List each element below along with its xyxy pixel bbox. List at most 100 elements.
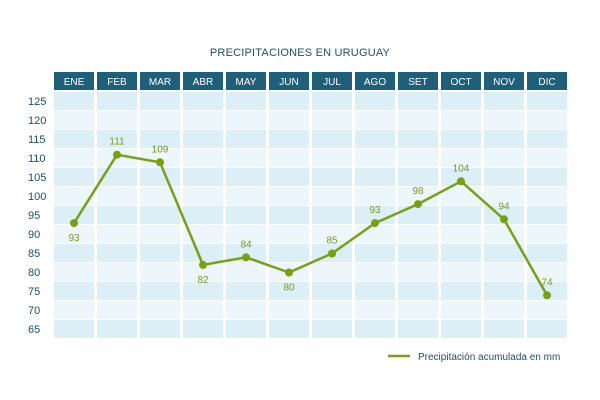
grid-cell xyxy=(226,187,266,205)
data-point xyxy=(156,158,164,167)
grid-cell xyxy=(183,130,223,148)
grid-cell xyxy=(484,168,524,186)
grid-cell xyxy=(226,92,266,110)
grid-cell xyxy=(355,149,395,167)
grid-cell xyxy=(183,244,223,262)
grid-cell xyxy=(355,320,395,338)
month-header-cell xyxy=(527,72,567,90)
grid-cell xyxy=(183,206,223,224)
grid-cell xyxy=(355,244,395,262)
data-label: 74 xyxy=(541,277,553,288)
grid-cell xyxy=(269,187,309,205)
grid-cell xyxy=(355,92,395,110)
grid-cell xyxy=(398,187,438,205)
grid-cell xyxy=(54,225,94,243)
grid-cell xyxy=(398,225,438,243)
grid-cell xyxy=(527,149,567,167)
grid-cell xyxy=(355,111,395,129)
y-axis-ticks: 125 120 115 110 105 100 95 90 85 80 75 70 65 xyxy=(28,96,46,336)
grid-cell xyxy=(97,225,137,243)
grid-cell xyxy=(312,282,352,300)
data-label: 98 xyxy=(412,186,424,197)
chart-title: PRECIPITACIONES EN URUGUAY xyxy=(209,47,391,59)
data-point xyxy=(328,249,336,258)
grid-cell xyxy=(226,263,266,281)
grid-cell xyxy=(97,206,137,224)
grid-cell xyxy=(54,111,94,129)
grid-cell xyxy=(54,187,94,205)
grid-cell xyxy=(183,111,223,129)
data-label: 109 xyxy=(152,144,169,155)
y-tick-label: 120 xyxy=(28,115,46,127)
data-label: 94 xyxy=(498,201,510,212)
grid-cell xyxy=(355,187,395,205)
grid-cell xyxy=(527,92,567,110)
grid-cell xyxy=(312,168,352,186)
y-tick-label: 70 xyxy=(28,305,40,317)
grid-cell xyxy=(226,111,266,129)
month-label: NOV xyxy=(493,77,515,88)
grid-cells xyxy=(54,92,567,338)
data-label: 80 xyxy=(283,283,295,294)
month-label: JUL xyxy=(323,77,341,88)
grid-cell xyxy=(97,263,137,281)
data-point xyxy=(113,150,121,159)
grid-cell xyxy=(183,149,223,167)
grid-cell xyxy=(398,263,438,281)
grid-cell xyxy=(484,320,524,338)
grid-cell xyxy=(484,282,524,300)
data-point xyxy=(414,200,422,209)
grid-cell xyxy=(355,301,395,319)
data-label: 93 xyxy=(68,233,80,244)
grid-cell xyxy=(355,168,395,186)
grid-cell xyxy=(312,111,352,129)
grid-cell xyxy=(312,130,352,148)
data-label: 104 xyxy=(453,163,470,174)
grid-cell xyxy=(441,111,481,129)
grid-cell xyxy=(441,225,481,243)
grid-cell xyxy=(226,206,266,224)
month-header-cell xyxy=(398,72,438,90)
grid-cell xyxy=(183,168,223,186)
grid-cell xyxy=(312,92,352,110)
data-point xyxy=(543,291,551,300)
grid-cell xyxy=(527,282,567,300)
grid-cell xyxy=(484,263,524,281)
grid-cell xyxy=(441,168,481,186)
grid-cell xyxy=(140,92,180,110)
grid-cell xyxy=(140,320,180,338)
grid-cell xyxy=(54,301,94,319)
grid-cell xyxy=(484,111,524,129)
grid-cell xyxy=(226,282,266,300)
grid-cell xyxy=(54,168,94,186)
grid-cell xyxy=(484,92,524,110)
grid-cell xyxy=(312,225,352,243)
grid-cell xyxy=(226,168,266,186)
month-label: MAR xyxy=(149,77,171,88)
grid-cell xyxy=(441,320,481,338)
grid-cell xyxy=(269,130,309,148)
grid-cell xyxy=(140,187,180,205)
data-label: 111 xyxy=(109,137,125,148)
grid-cell xyxy=(269,225,309,243)
grid-cell xyxy=(312,320,352,338)
grid-cell xyxy=(484,130,524,148)
grid-cell xyxy=(183,263,223,281)
grid-cell xyxy=(527,168,567,186)
data-point xyxy=(199,260,207,269)
grid-cell xyxy=(398,206,438,224)
grid-cell xyxy=(140,301,180,319)
grid-cell xyxy=(54,244,94,262)
grid-cell xyxy=(441,92,481,110)
month-header-cell xyxy=(140,72,180,90)
grid-cell xyxy=(183,187,223,205)
grid-cell xyxy=(183,301,223,319)
grid-cell xyxy=(527,225,567,243)
month-headers: ENE FEB MAR ABR MAY JUN JUL AGO SET OCT NOV DIC xyxy=(54,72,567,90)
month-label: ENE xyxy=(64,77,85,88)
grid-cell xyxy=(97,282,137,300)
grid-cell xyxy=(441,130,481,148)
grid-cell xyxy=(97,130,137,148)
month-label: SET xyxy=(408,77,427,88)
grid-cell xyxy=(312,187,352,205)
